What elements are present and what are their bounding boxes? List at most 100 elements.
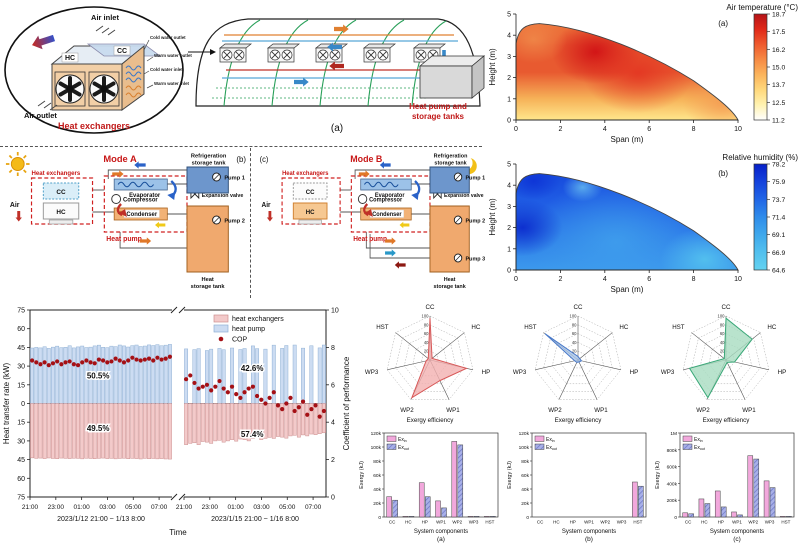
heat-exchanger-unit — [50, 43, 162, 111]
svg-text:HC: HC — [767, 324, 776, 331]
svg-text:50.5%: 50.5% — [87, 372, 110, 381]
svg-text:80k: 80k — [521, 459, 529, 465]
svg-text:23:00: 23:00 — [48, 504, 65, 511]
teal-arrow-icon — [385, 249, 396, 257]
svg-text:16.2: 16.2 — [772, 47, 785, 54]
svg-text:WP1: WP1 — [436, 520, 446, 525]
heat-pump-label: Heat pump — [353, 236, 387, 243]
svg-text:2: 2 — [331, 457, 335, 464]
svg-text:WP3: WP3 — [617, 520, 627, 525]
svg-text:Coefficient of performance: Coefficient of performance — [342, 356, 351, 450]
hc-box — [42, 202, 80, 220]
relative-humidity-field — [516, 173, 738, 270]
exergy-efficiency-mode-a-polygon — [410, 318, 468, 399]
svg-text:400k: 400k — [667, 481, 678, 487]
red-curved-arrowhead-icon — [365, 209, 373, 217]
heat-pump-bars-group-2 — [184, 344, 326, 404]
svg-text:1: 1 — [507, 246, 511, 253]
heat-pump-box — [418, 55, 486, 99]
exergy-components-c-legend: Exin Exout — [682, 435, 705, 451]
svg-text:8: 8 — [331, 345, 335, 352]
svg-text:WP1: WP1 — [742, 407, 756, 414]
svg-text:60: 60 — [17, 326, 25, 333]
air-inlet-label: Air inlet — [91, 13, 119, 22]
svg-text:CC: CC — [685, 520, 692, 525]
heat-exchangers-label: Heat exchangers — [282, 171, 329, 177]
evaporator-box — [113, 178, 168, 191]
svg-text:5: 5 — [507, 162, 511, 169]
svg-text:13.7: 13.7 — [772, 82, 785, 89]
svg-text:WP1: WP1 — [584, 520, 594, 525]
svg-text:80: 80 — [424, 322, 429, 327]
svg-text:HP: HP — [778, 369, 787, 376]
divider — [0, 146, 482, 147]
expansion-valve-label: Expansion valve — [444, 193, 484, 199]
svg-text:CC: CC — [537, 520, 544, 525]
evaporator-label: Evaporator — [375, 193, 405, 199]
pump2-label: Pump 2 — [224, 218, 245, 224]
svg-text:heat exchangers: heat exchangers — [232, 316, 284, 323]
svg-text:0: 0 — [514, 126, 518, 133]
svg-text:WP2: WP2 — [548, 407, 562, 414]
expansion-valve-label: Expansion valve — [202, 193, 244, 199]
exergy-panel: 20 40 60 80 100 CC HC HP WP1 WP2 WP3 HST Exergy effi… — [356, 300, 800, 549]
svg-text:2: 2 — [558, 276, 562, 283]
svg-text:120k: 120k — [371, 431, 382, 437]
refrigeration-storage-tank — [186, 166, 229, 194]
air-temperature-colorbar — [753, 13, 768, 121]
red-curved-arrowhead-icon — [119, 209, 127, 217]
heat-storage-tank — [429, 205, 470, 273]
svg-text:07:00: 07:00 — [305, 504, 322, 511]
cc-label: CC — [56, 189, 66, 196]
warm-water-inlet-label: Warm water inlet — [154, 81, 190, 86]
svg-text:Span (m): Span (m) — [611, 135, 644, 144]
compressor-label: Compressor — [123, 197, 158, 203]
radar-chart-mode-a: 20 40 60 80 100 CC HC HP WP1 WP2 WP3 HST Exergy effi… — [365, 304, 490, 424]
svg-text:10: 10 — [331, 308, 339, 315]
svg-text:05:00: 05:00 — [125, 504, 142, 511]
panel-b-label: (b) — [236, 155, 246, 164]
pump1-label: Pump 1 — [466, 175, 486, 181]
svg-text:80: 80 — [720, 322, 725, 327]
svg-text:64.6: 64.6 — [772, 268, 785, 275]
svg-text:WP2: WP2 — [600, 520, 610, 525]
hc-label: HC — [56, 209, 66, 216]
svg-text:WP2: WP2 — [748, 520, 758, 525]
divider — [250, 148, 251, 298]
svg-text:System components: System components — [414, 529, 468, 535]
svg-text:Exergy (kJ): Exergy (kJ) — [507, 461, 513, 489]
exergy-bars-b: 0 20k 40k 60k 80k 100k 120k CC HC HP WP1 WP2 WP3 HST S… — [507, 431, 647, 543]
blue-curved-arrowhead-icon — [411, 192, 419, 200]
svg-text:5: 5 — [507, 12, 511, 19]
svg-text:1M: 1M — [670, 431, 677, 437]
svg-text:WP3: WP3 — [661, 369, 675, 376]
svg-text:80: 80 — [572, 322, 577, 327]
air-outlet-label: Air outlet — [24, 111, 57, 120]
greenhouse-dotted-lines — [212, 87, 436, 99]
refrigeration-tank-label: storage tank — [192, 160, 227, 166]
svg-text:HST: HST — [633, 520, 642, 525]
svg-text:49.5%: 49.5% — [87, 424, 110, 433]
svg-text:0: 0 — [507, 118, 511, 125]
svg-text:Exin: Exin — [546, 437, 555, 443]
svg-text:60k: 60k — [373, 473, 381, 479]
heat-pump-bars-group-1 — [30, 344, 172, 404]
svg-text:0: 0 — [526, 515, 529, 521]
svg-text:WP3: WP3 — [513, 369, 527, 376]
heat-pump-box — [350, 175, 431, 233]
heat-tank-label: Heat — [201, 277, 213, 283]
svg-text:CC: CC — [389, 520, 396, 525]
inlet-arrow-icon — [210, 49, 216, 55]
svg-text:4: 4 — [507, 183, 511, 190]
svg-text:HP: HP — [422, 520, 428, 525]
svg-text:HC: HC — [405, 520, 412, 525]
svg-text:Relative humidity (%): Relative humidity (%) — [722, 153, 798, 162]
condenser-label: Condenser — [372, 212, 402, 218]
svg-text:1: 1 — [507, 96, 511, 103]
svg-text:0: 0 — [331, 495, 335, 502]
svg-text:CC: CC — [722, 304, 731, 311]
pipes — [222, 34, 458, 79]
compressor-icon — [357, 194, 368, 204]
svg-text:Exergy (kJ): Exergy (kJ) — [655, 461, 661, 489]
